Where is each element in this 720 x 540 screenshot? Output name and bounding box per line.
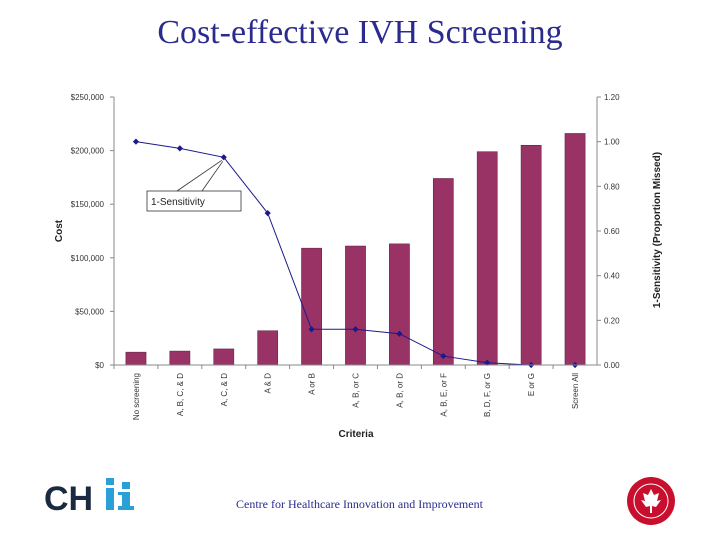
bar: [125, 351, 147, 366]
annotation-box: [146, 190, 242, 212]
bar: [389, 243, 410, 366]
x-tick-label: A or B: [308, 373, 317, 395]
annotation-leader: [176, 159, 222, 192]
x-tick-label: Screen All: [571, 373, 580, 409]
seal-emblem: [626, 476, 676, 526]
y2-tick-label: 0.80: [604, 182, 620, 191]
y-tick-label: $0: [95, 361, 104, 370]
x-tick-label: E or G: [527, 373, 536, 396]
y2-tick-label: 1.20: [604, 93, 620, 102]
sensitivity-point: [484, 359, 491, 366]
bar: [257, 330, 279, 366]
chii-logo: CH: [44, 476, 154, 518]
y2-tick-label: 0.00: [604, 361, 620, 370]
x-tick-label: A, B, C, & D: [176, 373, 185, 416]
y-tick-label: $50,000: [75, 307, 104, 316]
y2-axis-title: 1-Sensitivity (Proportion Missed): [652, 152, 663, 308]
y-tick-label: $200,000: [71, 147, 105, 156]
x-tick-label: A, C, & D: [220, 373, 229, 407]
sensitivity-point: [132, 138, 140, 145]
y2-tick-label: 0.20: [604, 316, 620, 325]
sensitivity-point: [176, 145, 183, 152]
bar: [301, 247, 322, 366]
y2-tick-label: 1.00: [604, 138, 620, 147]
bar: [432, 178, 454, 366]
x-tick-label: No screening: [132, 373, 141, 420]
x-tick-label: B, D, F, or G: [483, 373, 492, 417]
bar: [345, 245, 366, 366]
y-tick-label: $250,000: [71, 93, 105, 102]
x-tick-label: A, B, E, or F: [439, 373, 448, 417]
y-tick-label: $100,000: [71, 254, 105, 263]
footer-text: Centre for Healthcare Innovation and Imp…: [236, 497, 483, 511]
annotation-text: 1-Sensitivity: [151, 197, 205, 208]
bar: [169, 350, 191, 366]
svg-text:CH: CH: [44, 480, 93, 516]
x-tick-label: A, B, or C: [352, 373, 361, 408]
x-axis-title: Criteria: [338, 429, 373, 440]
slide-title: Cost-effective IVH Screening: [157, 14, 563, 51]
bar: [476, 151, 498, 366]
annotation-leader: [201, 161, 224, 192]
sensitivity-point: [396, 330, 403, 337]
y-axis-title: Cost: [54, 219, 65, 242]
y-tick-label: $150,000: [71, 200, 105, 209]
bar: [520, 144, 542, 366]
sensitivity-point: [308, 326, 315, 333]
y2-tick-label: 0.40: [604, 272, 620, 281]
bar: [564, 133, 586, 366]
sensitivity-point: [352, 326, 359, 333]
sensitivity-point: [440, 352, 447, 360]
x-tick-label: A, B, or D: [395, 373, 404, 408]
sensitivity-point: [220, 154, 227, 161]
bar: [213, 348, 235, 366]
y2-tick-label: 0.60: [604, 227, 620, 236]
x-tick-label: A & D: [264, 373, 273, 394]
